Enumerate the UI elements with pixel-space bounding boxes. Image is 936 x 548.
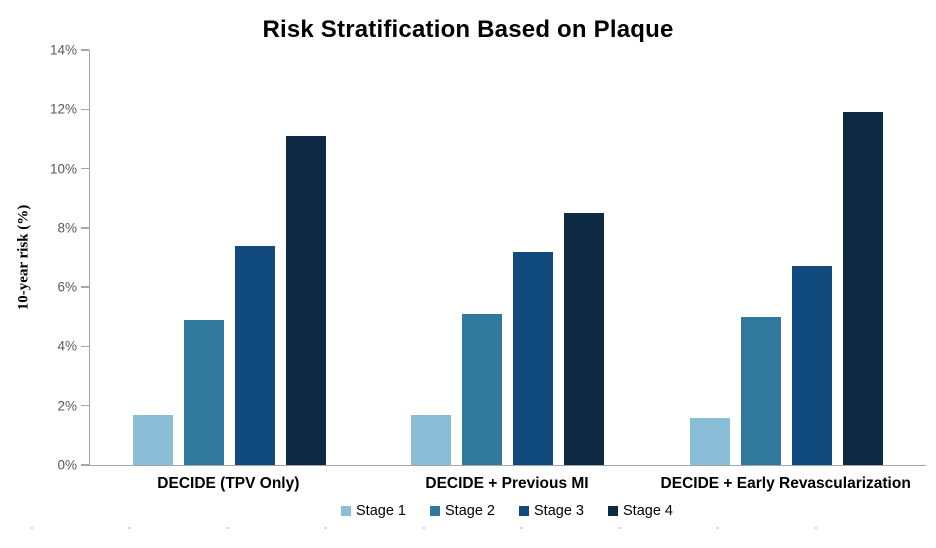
bar-stage-1-group-1 <box>132 414 173 465</box>
y-tick-mark <box>81 286 89 288</box>
legend-item-2: Stage 2 <box>430 503 495 519</box>
plot-area: 0% 2% 4% 6% 8% 10% 12% 14% <box>50 43 926 473</box>
bar-stage-2-group-3 <box>741 316 782 465</box>
y-tick-label: 2% <box>57 398 77 414</box>
bar-stage-1-group-3 <box>690 417 731 465</box>
y-tick-label: 6% <box>57 279 77 295</box>
legend-swatch-3 <box>519 506 529 516</box>
legend-label-4: Stage 4 <box>623 503 673 519</box>
x-axis-category-labels: DECIDE (TPV Only) DECIDE + Previous MI DEC… <box>89 475 925 493</box>
y-tick-label: 10% <box>49 161 77 177</box>
y-tick-mark <box>81 464 89 466</box>
bar-stage-4-group-1 <box>285 135 326 465</box>
bar-stage-3-group-3 <box>792 266 833 465</box>
bar-group-3 <box>690 50 884 465</box>
bar-stage-3-group-2 <box>513 251 554 465</box>
y-tick-mark <box>81 227 89 229</box>
legend-label-1: Stage 1 <box>356 503 406 519</box>
legend-label-3: Stage 3 <box>534 503 584 519</box>
legend-label-2: Stage 2 <box>445 503 495 519</box>
bar-stage-4-group-2 <box>564 213 605 465</box>
category-label-3: DECIDE + Early Revascularization <box>660 475 911 492</box>
y-tick-mark <box>81 345 89 348</box>
bar-stage-3-group-1 <box>234 245 275 465</box>
y-tick-mark <box>81 167 89 170</box>
category-label-2: DECIDE + Previous MI <box>425 475 589 492</box>
bar-stage-4-group-3 <box>843 112 884 465</box>
faint-dots-decoration <box>30 527 910 529</box>
legend-swatch-1 <box>341 506 351 516</box>
y-tick-label: 12% <box>49 101 77 117</box>
bar-stage-2-group-2 <box>462 313 503 465</box>
y-tick-mark <box>81 108 89 111</box>
y-tick-label: 8% <box>57 220 77 236</box>
bar-group-2 <box>411 50 605 465</box>
bar-stage-2-group-1 <box>183 319 224 465</box>
legend: Stage 1 Stage 2 Stage 3 Stage 4 <box>89 503 925 519</box>
y-axis-title: 10-year risk (%) <box>6 50 42 465</box>
bar-stage-1-group-2 <box>411 414 452 465</box>
bar-groups <box>90 50 926 465</box>
y-tick-label: 4% <box>57 338 77 354</box>
legend-item-4: Stage 4 <box>608 503 673 519</box>
category-label-1: DECIDE (TPV Only) <box>157 475 300 492</box>
legend-swatch-4 <box>608 506 618 516</box>
chart-title: Risk Stratification Based on Plaque <box>262 16 674 43</box>
legend-item-1: Stage 1 <box>341 503 406 519</box>
y-tick-label: 0% <box>57 457 77 473</box>
y-axis-title-text: 10-year risk (%) <box>15 204 32 311</box>
legend-swatch-2 <box>430 506 440 516</box>
legend-item-3: Stage 3 <box>519 503 584 519</box>
y-tick-mark <box>81 404 89 407</box>
y-tick-mark <box>81 49 89 51</box>
bar-group-1 <box>132 50 326 465</box>
y-tick-label: 14% <box>49 42 77 58</box>
